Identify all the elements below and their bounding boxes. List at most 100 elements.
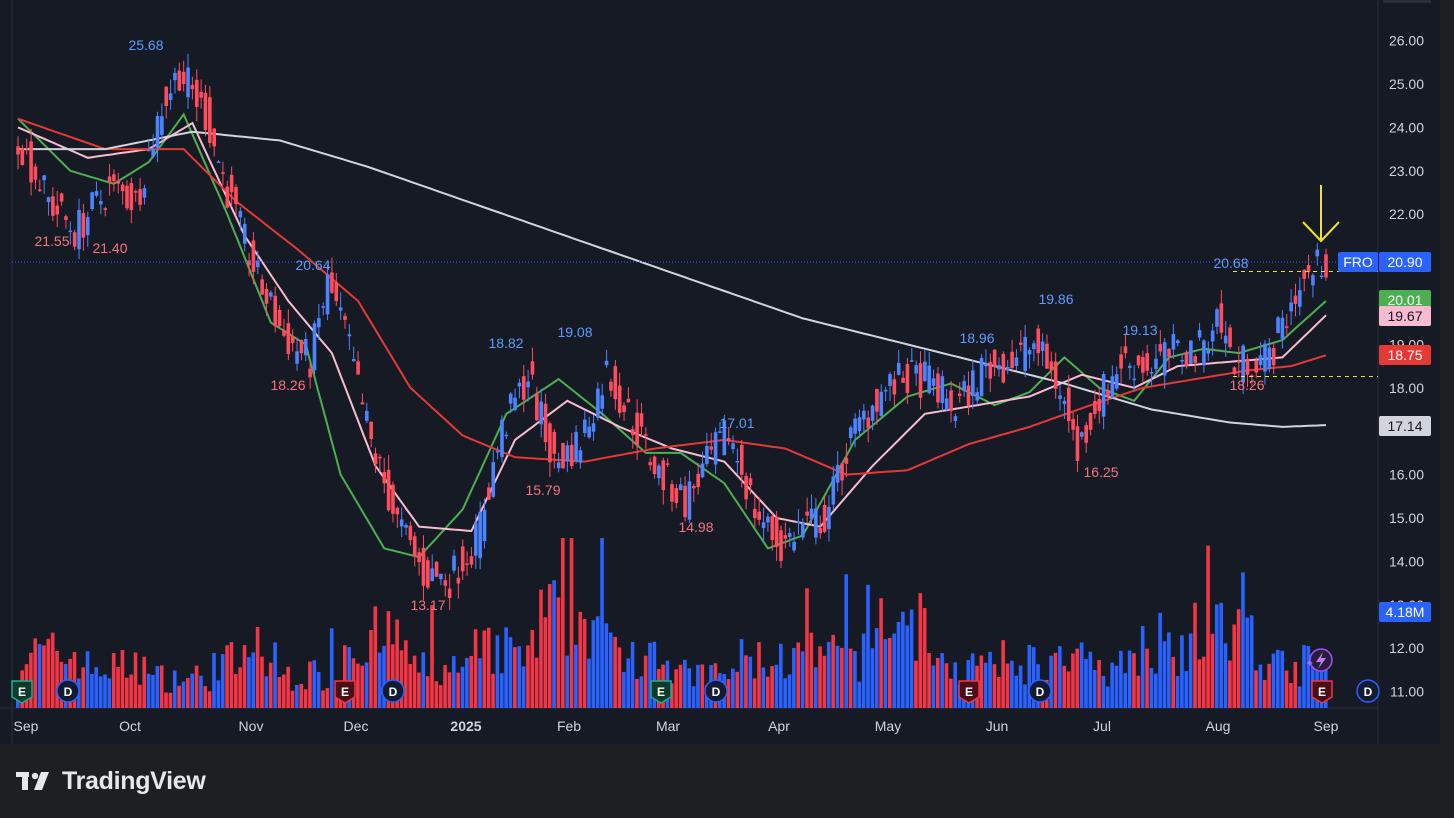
volume-bar: [1188, 633, 1193, 708]
candle-body: [138, 189, 142, 205]
candle-body: [16, 146, 20, 155]
candle-body: [609, 381, 613, 391]
candle-body: [282, 330, 286, 336]
dividend-marker-icon[interactable]: D: [1028, 679, 1052, 703]
candle-body: [731, 443, 735, 450]
volume-bar: [574, 644, 578, 708]
volume-bar: [613, 636, 617, 708]
volume-bar: [761, 667, 766, 708]
volume-bar: [260, 656, 264, 708]
candle-body: [203, 92, 208, 131]
footer: [0, 744, 1454, 818]
candle-body: [1049, 361, 1054, 370]
marker-shape: [1028, 679, 1052, 703]
price-tick-label: 15.00: [1389, 510, 1424, 526]
candle-body: [687, 481, 692, 520]
svg-text:✦: ✦: [1305, 658, 1314, 670]
candle-body: [160, 116, 164, 135]
moving-average-line: [17, 121, 1327, 533]
candle-body: [556, 462, 561, 469]
volume-bar: [874, 628, 879, 708]
candle-body: [657, 465, 661, 479]
volume-bar: [983, 662, 988, 708]
volume-bar: [1180, 635, 1184, 708]
candle-body: [1123, 346, 1128, 354]
time-axis[interactable]: Sep Oct Nov Dec 2025 Feb Mar Apr May Jun Jul Aug Sep: [14, 718, 1339, 734]
volume-bar: [835, 645, 840, 708]
candle-body: [857, 417, 862, 432]
volume-bar: [826, 641, 831, 708]
volume-bar: [356, 663, 360, 708]
earnings-marker-icon[interactable]: E: [1311, 680, 1333, 704]
candle-body: [190, 84, 195, 90]
candle-body: [1267, 347, 1272, 370]
volume-bar: [142, 656, 147, 708]
candle-body: [971, 370, 975, 397]
candle-body: [399, 519, 404, 527]
candle-body: [1001, 353, 1006, 383]
candle-body: [1302, 269, 1306, 279]
volume-bar: [81, 667, 85, 708]
candle-body: [487, 487, 491, 500]
marker-label: E: [341, 685, 349, 699]
dividend-marker-icon[interactable]: D: [381, 679, 405, 703]
candle-body: [997, 365, 1001, 370]
earnings-marker-icon[interactable]: E: [650, 680, 672, 704]
volume-bar: [630, 641, 635, 708]
volume-bar: [465, 658, 469, 708]
candle-body: [713, 432, 718, 465]
price-axis[interactable]: 11.0012.0013.0014.0015.0016.0017.0018.00…: [1338, 33, 1431, 700]
volume-bar: [1014, 675, 1019, 708]
candle-body: [434, 561, 439, 577]
dividend-marker-icon[interactable]: D: [1356, 679, 1380, 703]
lightning-icon[interactable]: ✦: [1305, 648, 1333, 672]
volume-bar: [473, 629, 478, 708]
candle-body: [670, 484, 674, 502]
candlestick-chart[interactable]: 11.0012.0013.0014.0015.0016.0017.0018.00…: [0, 0, 1440, 744]
volume-bar: [534, 657, 539, 708]
volume-bar: [595, 616, 600, 708]
earnings-marker-icon[interactable]: E: [334, 680, 356, 704]
volume-bar: [787, 674, 792, 708]
volume-bar: [513, 647, 517, 708]
candle-body: [652, 456, 657, 475]
dividend-marker-icon[interactable]: D: [56, 679, 80, 703]
candle-body: [931, 378, 936, 386]
volume-bar: [1201, 656, 1206, 708]
candle-body: [181, 71, 186, 84]
indicator-value-label: 17.14: [1387, 418, 1422, 434]
time-tick-label: Oct: [119, 718, 141, 734]
candle-body: [883, 389, 888, 392]
volume-bar: [643, 655, 648, 708]
volume-bar: [604, 623, 609, 708]
candle-body: [1289, 302, 1293, 312]
volume-bar: [286, 666, 290, 708]
candle-body: [914, 365, 918, 374]
earnings-marker-icon[interactable]: E: [958, 680, 980, 704]
candle-body: [482, 509, 487, 542]
candle-body: [277, 310, 282, 327]
volume-bar: [1280, 650, 1284, 708]
candle-body: [1145, 353, 1150, 371]
earnings-marker-icon[interactable]: E: [11, 680, 33, 704]
candle-body: [68, 230, 73, 233]
volume-bar: [482, 630, 487, 708]
volume-bar: [321, 690, 325, 708]
price-annotation-high: 19.86: [1038, 291, 1073, 307]
symbol-tag[interactable]: [1338, 251, 1378, 272]
candle-body: [199, 91, 203, 98]
candle-body: [774, 516, 779, 547]
candle-body: [234, 186, 238, 205]
candle-body: [1080, 432, 1084, 437]
tradingview-brand[interactable]: TradingView: [16, 766, 206, 796]
chart-panel[interactable]: 11.0012.0013.0014.0015.0016.0017.0018.00…: [0, 0, 1440, 744]
candle-body: [465, 563, 469, 565]
volume-bar: [888, 637, 892, 708]
volume-bar: [1010, 660, 1014, 708]
volume-bar: [308, 661, 312, 708]
candle-body: [77, 209, 81, 250]
dividend-marker-icon[interactable]: D: [704, 679, 728, 703]
candle-body: [661, 460, 666, 490]
volume-bar: [42, 645, 46, 708]
